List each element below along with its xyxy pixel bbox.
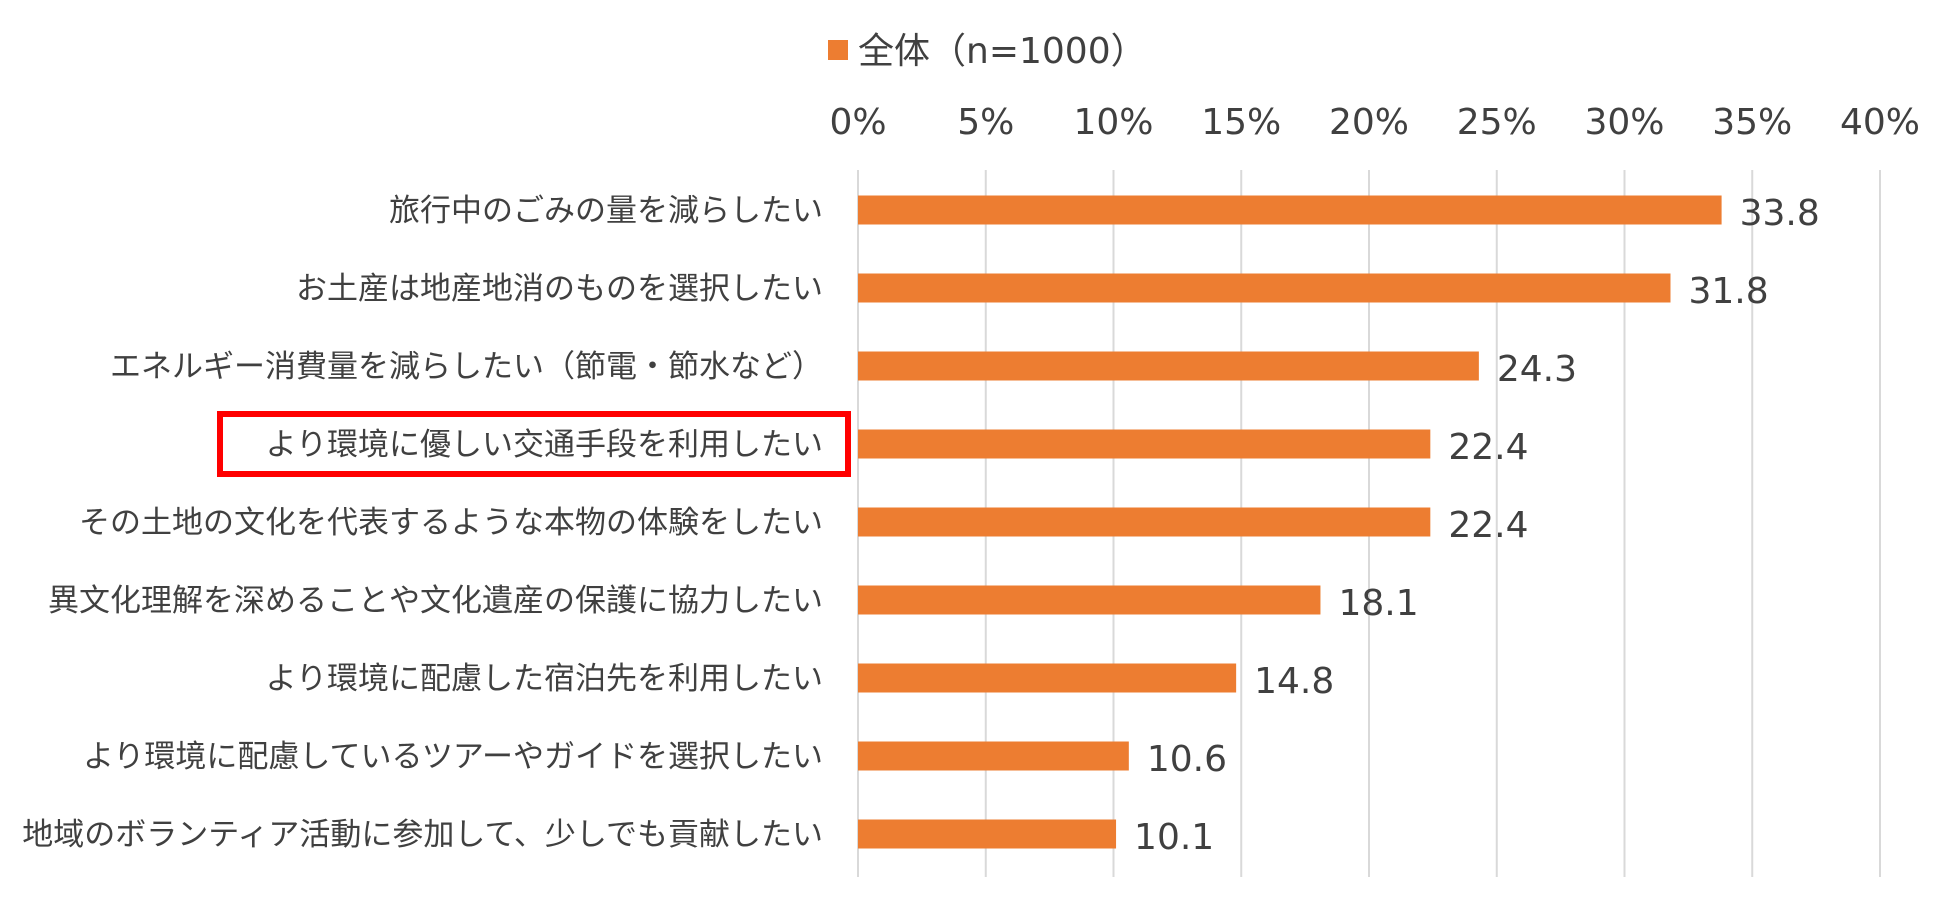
x-tick-label: 20% — [1329, 102, 1409, 143]
x-tick-label: 40% — [1840, 102, 1920, 143]
category-label: 異文化理解を深めることや文化遺産の保護に協力したい — [48, 583, 823, 619]
category-label: 地域のボランティア活動に参加して、少しでも貢献したい — [22, 817, 823, 853]
bar — [858, 741, 1129, 771]
x-tick-label: 5% — [957, 102, 1014, 143]
category-label: エネルギー消費量を減らしたい（節電・節水など） — [110, 349, 823, 385]
category-label: より環境に配慮しているツアーやガイドを選択したい — [83, 739, 823, 775]
category-label: 旅行中のごみの量を減らしたい — [389, 193, 823, 229]
value-labels: 33.8 31.8 24.3 22.4 22.4 18.114.8 10.6 10.1 — [1134, 193, 1820, 858]
value-label: 18.1 — [1338, 583, 1418, 624]
value-label: 14.8 — [1254, 661, 1334, 702]
x-axis-ticks: 0% 5% 10% 15% 20% 25% 30% 35% 40% — [829, 102, 1920, 143]
value-label: 24.3 — [1497, 349, 1577, 390]
legend-swatch — [828, 40, 848, 60]
x-tick-label: 10% — [1073, 102, 1153, 143]
legend: 全体（n=1000） — [828, 31, 1147, 72]
bar — [858, 351, 1479, 381]
legend-label: 全体（n=1000） — [858, 31, 1147, 72]
category-label: より環境に配慮した宿泊先を利用したい — [266, 661, 823, 697]
category-label: その土地の文化を代表するような本物の体験をしたい — [79, 505, 823, 541]
x-tick-label: 30% — [1584, 102, 1664, 143]
category-label: より環境に優しい交通手段を利用したい — [266, 427, 823, 463]
value-label: 10.1 — [1134, 817, 1214, 858]
category-label: お土産は地産地消のものを選択したい — [296, 271, 823, 307]
bar — [858, 273, 1671, 303]
x-tick-label: 35% — [1712, 102, 1792, 143]
bar — [858, 195, 1722, 225]
bar — [858, 819, 1117, 849]
highlight-box — [217, 411, 851, 477]
x-tick-label: 0% — [829, 102, 886, 143]
value-label: 22.4 — [1448, 505, 1528, 546]
value-label: 10.6 — [1147, 739, 1227, 780]
bar — [858, 585, 1321, 615]
x-tick-label: 25% — [1457, 102, 1537, 143]
x-tick-label: 15% — [1201, 102, 1281, 143]
bar — [858, 663, 1237, 693]
value-label: 31.8 — [1688, 271, 1768, 312]
bar — [858, 507, 1431, 537]
category-labels: 旅行中のごみの量を減らしたいお土産は地産地消のものを選択したいエネルギー消費量を… — [22, 193, 823, 853]
value-label: 22.4 — [1448, 427, 1528, 468]
bars — [858, 195, 1722, 849]
value-label: 33.8 — [1740, 193, 1820, 234]
bar — [858, 429, 1431, 459]
